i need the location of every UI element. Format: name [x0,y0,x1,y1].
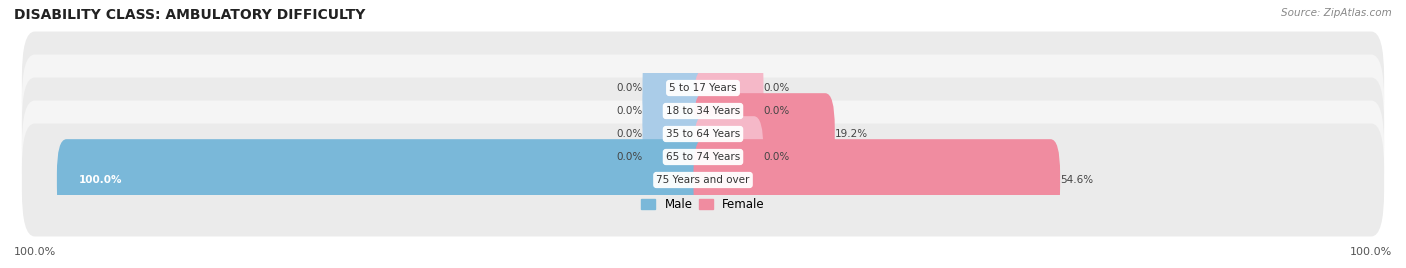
Text: 0.0%: 0.0% [616,129,643,139]
Text: 0.0%: 0.0% [616,83,643,93]
FancyBboxPatch shape [22,77,1384,191]
FancyBboxPatch shape [693,116,763,198]
FancyBboxPatch shape [56,139,713,221]
FancyBboxPatch shape [693,139,1060,221]
FancyBboxPatch shape [693,93,835,175]
FancyBboxPatch shape [22,55,1384,168]
Text: 75 Years and over: 75 Years and over [657,175,749,185]
Legend: Male, Female: Male, Female [637,193,769,216]
Text: 0.0%: 0.0% [763,152,790,162]
Text: 18 to 34 Years: 18 to 34 Years [666,106,740,116]
Text: 100.0%: 100.0% [14,247,56,257]
Text: DISABILITY CLASS: AMBULATORY DIFFICULTY: DISABILITY CLASS: AMBULATORY DIFFICULTY [14,8,366,22]
Text: 54.6%: 54.6% [1060,175,1094,185]
Text: 5 to 17 Years: 5 to 17 Years [669,83,737,93]
FancyBboxPatch shape [22,100,1384,213]
Text: 100.0%: 100.0% [1350,247,1392,257]
FancyBboxPatch shape [22,124,1384,236]
Text: Source: ZipAtlas.com: Source: ZipAtlas.com [1281,8,1392,18]
Text: 35 to 64 Years: 35 to 64 Years [666,129,740,139]
Text: 65 to 74 Years: 65 to 74 Years [666,152,740,162]
FancyBboxPatch shape [22,32,1384,144]
Text: 0.0%: 0.0% [763,106,790,116]
Text: 19.2%: 19.2% [835,129,868,139]
FancyBboxPatch shape [643,70,713,152]
FancyBboxPatch shape [643,116,713,198]
Text: 0.0%: 0.0% [763,83,790,93]
Text: 0.0%: 0.0% [616,152,643,162]
FancyBboxPatch shape [693,70,763,152]
FancyBboxPatch shape [693,47,763,129]
FancyBboxPatch shape [643,47,713,129]
Text: 100.0%: 100.0% [79,175,122,185]
FancyBboxPatch shape [643,93,713,175]
Text: 0.0%: 0.0% [616,106,643,116]
